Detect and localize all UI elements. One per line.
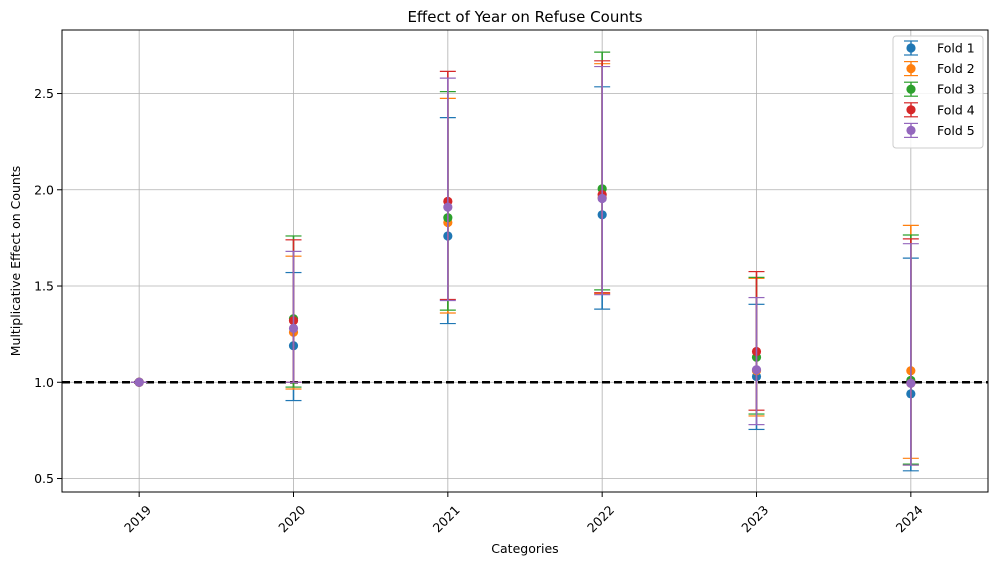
x-tick-label: 2023 bbox=[738, 502, 771, 535]
series-5 bbox=[131, 65, 919, 466]
legend-marker bbox=[906, 43, 916, 53]
x-tick-label: 2024 bbox=[893, 502, 926, 535]
x-tick-label: 2021 bbox=[430, 502, 463, 535]
legend-label: Fold 1 bbox=[937, 41, 975, 56]
y-tick-label: 2.5 bbox=[34, 86, 54, 101]
y-tick-label: 2.0 bbox=[34, 182, 54, 197]
x-axis-title: Categories bbox=[491, 541, 558, 556]
series-4 bbox=[131, 60, 919, 466]
legend-label: Fold 2 bbox=[937, 61, 975, 76]
legend-item: Fold 3 bbox=[904, 81, 975, 97]
series-1 bbox=[131, 86, 919, 472]
legend-item: Fold 2 bbox=[904, 60, 975, 77]
y-tick-label: 1.0 bbox=[34, 375, 54, 390]
series-3 bbox=[131, 51, 919, 465]
legend-label: Fold 3 bbox=[937, 82, 975, 97]
plot-frame bbox=[61, 29, 989, 493]
legend-label: Fold 4 bbox=[937, 102, 975, 117]
legend-item: Fold 4 bbox=[904, 102, 975, 118]
y-axis-title: Multiplicative Effect on Counts bbox=[8, 166, 23, 357]
data-point bbox=[288, 323, 299, 333]
legend: Fold 1 Fold 2 Fold 3 Fold 4 Fold 5 bbox=[892, 35, 984, 149]
legend-marker bbox=[906, 64, 916, 74]
legend-box bbox=[892, 35, 984, 149]
legend-marker bbox=[906, 105, 916, 115]
y-tick-label: 1.5 bbox=[34, 279, 54, 294]
x-tick-label: 2022 bbox=[584, 502, 617, 535]
legend-marker bbox=[906, 125, 916, 135]
data-point bbox=[906, 378, 916, 388]
data-point bbox=[134, 377, 144, 387]
y-tick-label: 0.5 bbox=[34, 471, 54, 486]
legend-item: Fold 5 bbox=[904, 122, 975, 138]
x-tick-label: 2020 bbox=[275, 502, 308, 535]
legend-marker bbox=[906, 84, 916, 94]
data-point bbox=[751, 365, 762, 375]
legend-item: Fold 1 bbox=[904, 40, 975, 56]
x-tick-label: 2019 bbox=[121, 502, 154, 535]
legend-label: Fold 5 bbox=[937, 123, 975, 138]
series-2 bbox=[131, 63, 919, 459]
data-point bbox=[597, 193, 607, 204]
data-point bbox=[443, 202, 453, 212]
grid-lines bbox=[62, 30, 988, 492]
chart-title: Effect of Year on Refuse Counts bbox=[407, 8, 642, 26]
